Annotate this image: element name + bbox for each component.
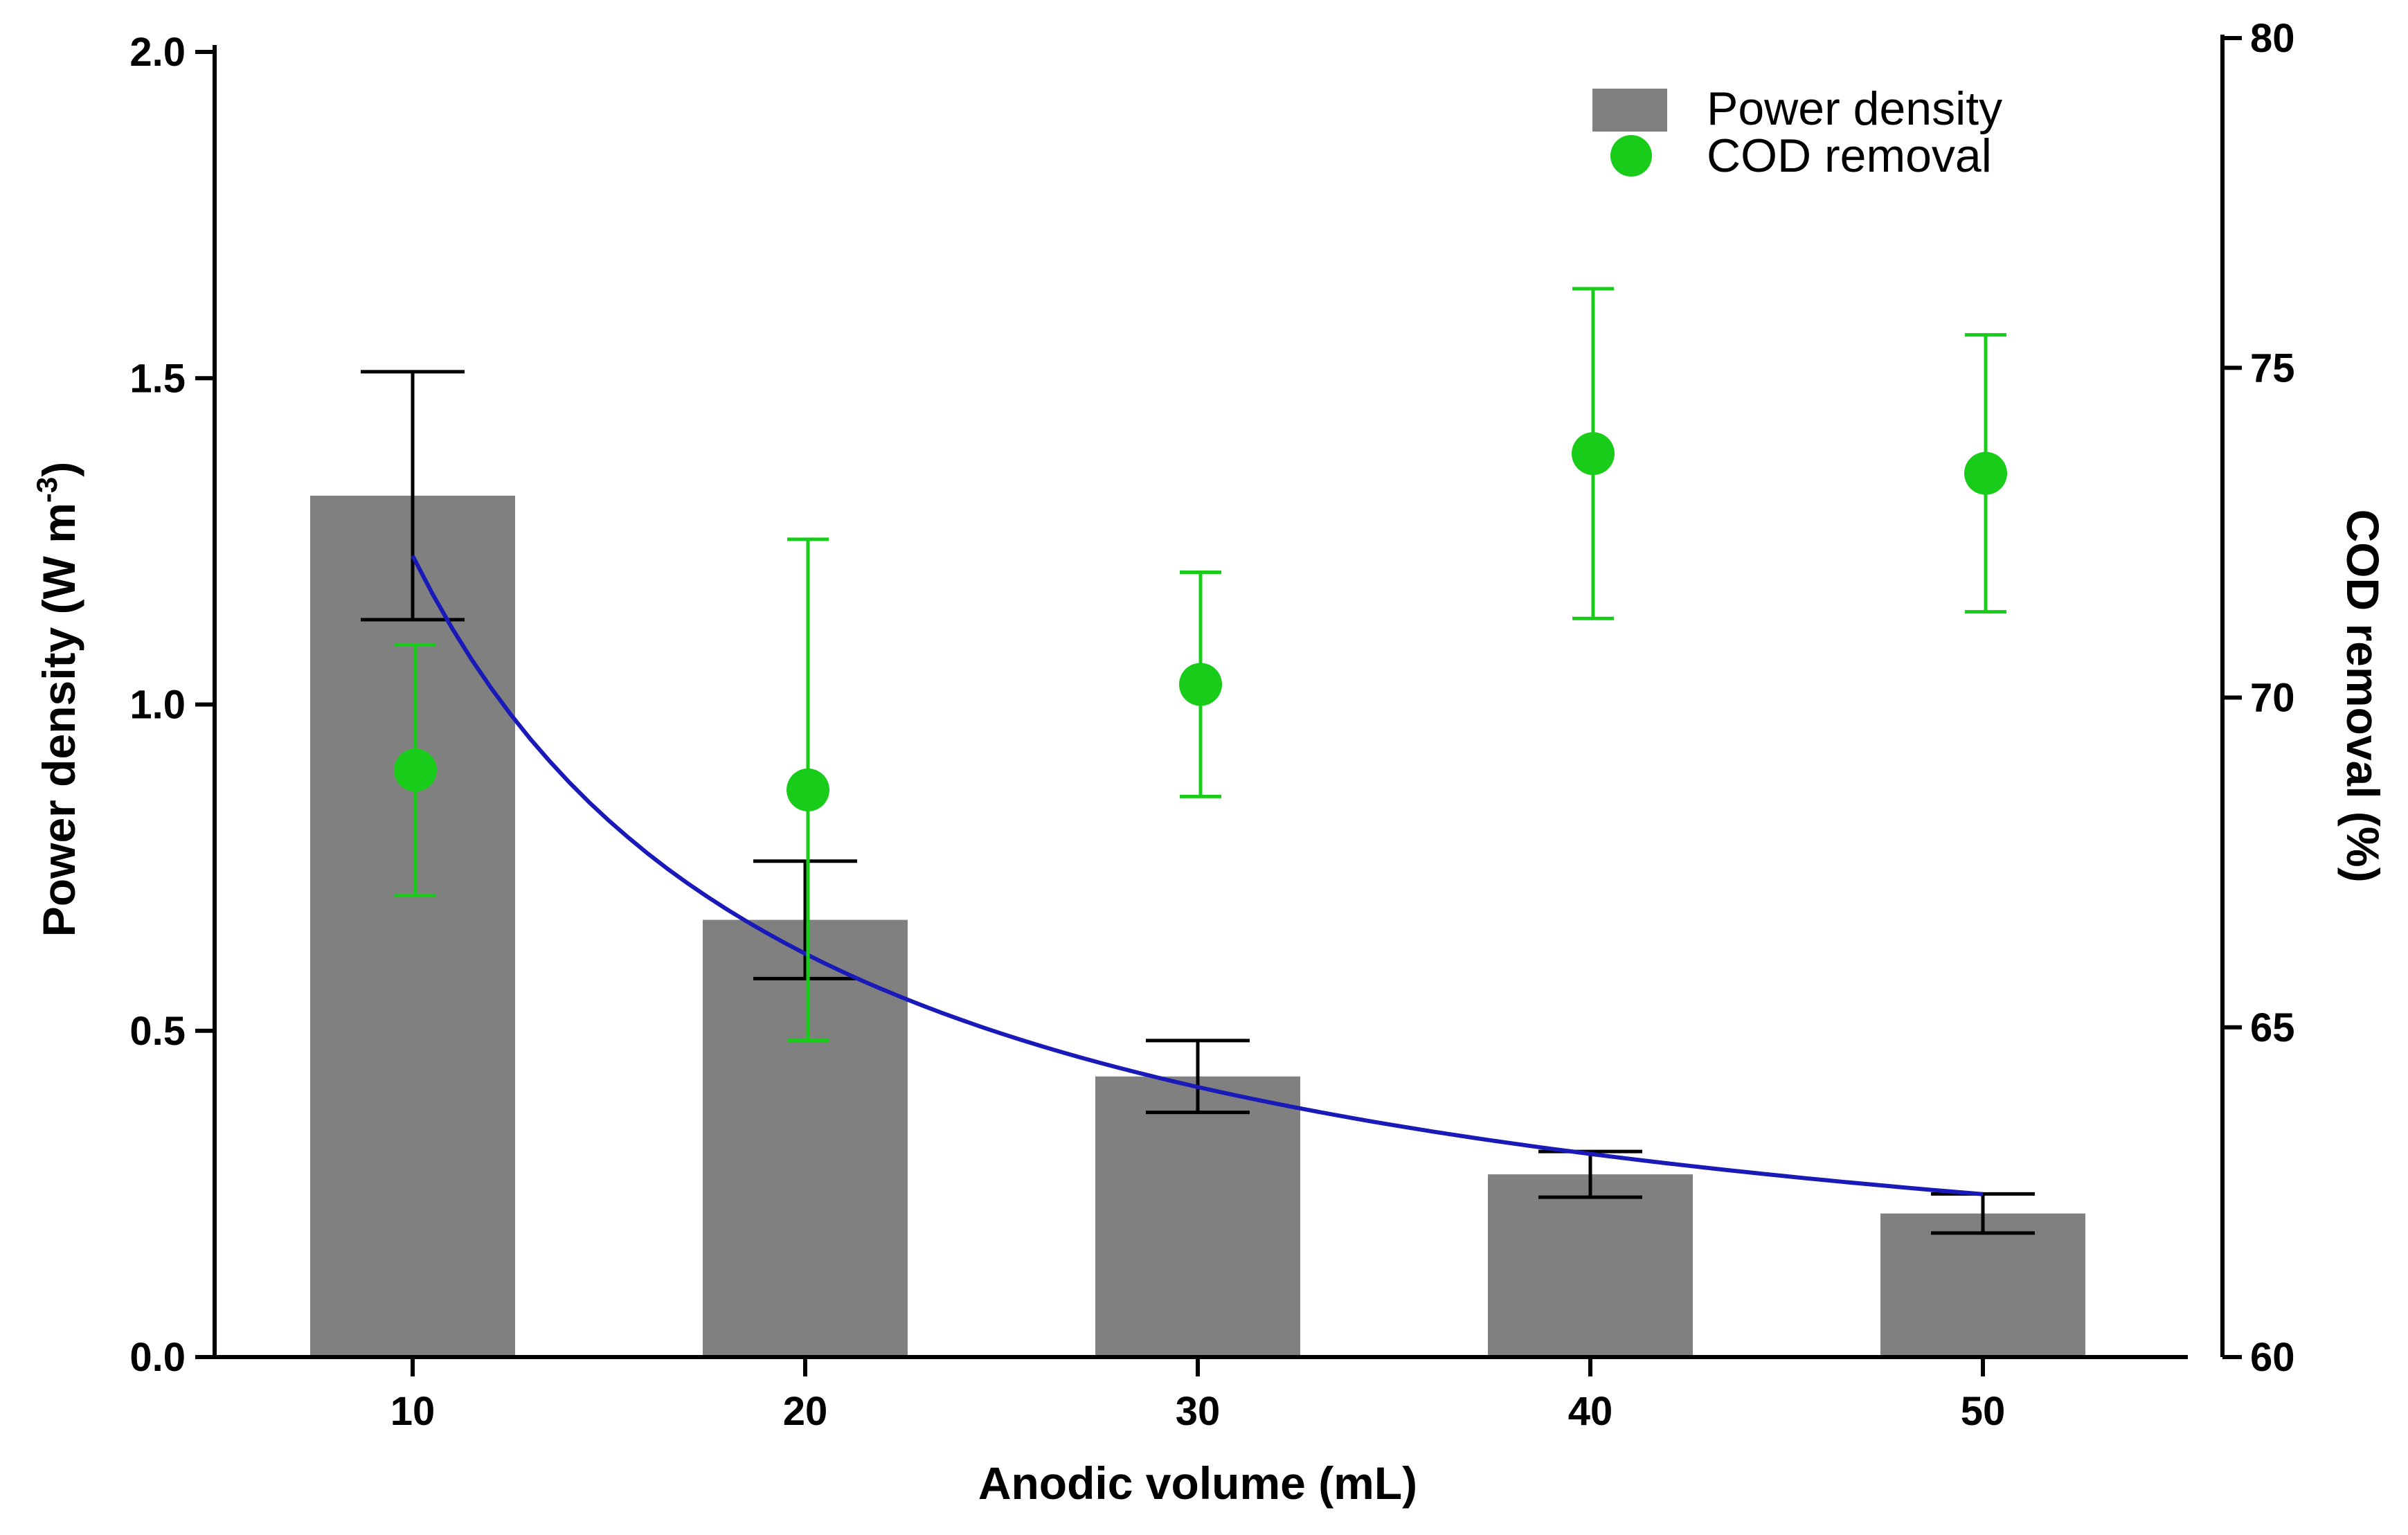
bar-error-bars [361, 370, 2035, 1235]
x-tick-label-40: 40 [1568, 1389, 1613, 1434]
bar-power-density-20 [703, 919, 908, 1357]
bar-error-20 [753, 859, 857, 980]
left-y-title-end: ) [33, 462, 84, 477]
x-tick-label-20: 20 [783, 1389, 828, 1434]
right-tick-label: 60 [2250, 1335, 2295, 1380]
right-tick-label: 75 [2250, 345, 2295, 391]
right-tick-label: 80 [2250, 16, 2295, 61]
bar-error-30 [1146, 1039, 1250, 1115]
legend-label-cod-removal: COD removal [1707, 129, 1992, 182]
cod-point-10 [394, 748, 437, 792]
x-ticks: 10 20 30 40 50 [390, 1357, 2006, 1434]
bars-group [310, 495, 2085, 1357]
right-tick-label: 70 [2250, 676, 2295, 721]
left-tick-label: 1.0 [129, 683, 186, 728]
left-tick-label: 2.0 [129, 30, 186, 75]
cod-point-30 [1179, 663, 1222, 706]
bar-power-density-40 [1488, 1174, 1693, 1357]
cod-points-group [394, 287, 2007, 1043]
legend-swatch-power-density [1592, 89, 1667, 132]
legend: Power density COD removal [1592, 82, 2002, 182]
right-tick-label: 65 [2250, 1005, 2295, 1050]
left-tick-label: 1.5 [129, 356, 186, 401]
right-y-ticks: 60 65 70 75 80 [2222, 16, 2295, 1380]
bar-power-density-30 [1095, 1076, 1300, 1357]
left-tick-label: 0.0 [129, 1335, 186, 1380]
fit-curve-group [411, 555, 1984, 1196]
left-tick-label: 0.5 [129, 1009, 186, 1054]
bar-power-density-50 [1880, 1213, 2085, 1357]
x-tick-label-30: 30 [1176, 1389, 1221, 1434]
x-tick-label-50: 50 [1961, 1389, 2006, 1434]
legend-marker-cod-removal [1610, 135, 1652, 177]
bar-power-density-10 [310, 495, 515, 1357]
x-axis-title: Anodic volume (mL) [978, 1457, 1417, 1509]
legend-label-power-density: Power density [1707, 82, 2002, 135]
left-y-axis-title: Power density (W m-3) [30, 462, 84, 937]
left-y-ticks: 0.0 0.5 1.0 1.5 2.0 [129, 30, 215, 1380]
cod-point-50 [1964, 451, 2007, 495]
bar-error-40 [1538, 1149, 1642, 1199]
left-y-title-sup: -3 [30, 477, 63, 503]
cod-point-40 [1572, 432, 1615, 476]
right-y-axis-title: COD removal (%) [2337, 509, 2389, 882]
fit-curve [411, 555, 1984, 1196]
cod-point-20 [787, 768, 829, 811]
x-tick-label-10: 10 [390, 1389, 435, 1434]
left-y-title-main: Power density (W m [33, 503, 84, 937]
